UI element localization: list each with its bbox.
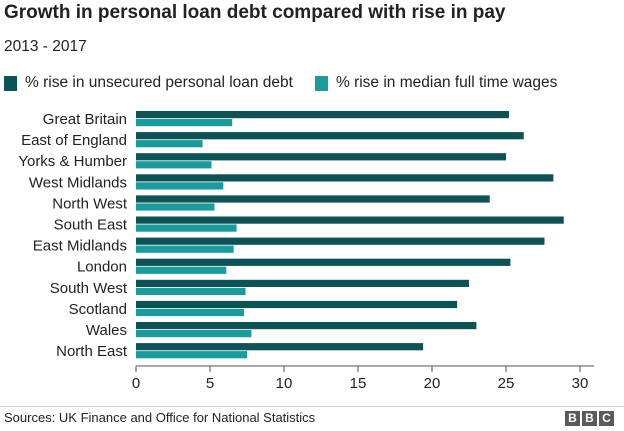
category-label: East Midlands: [33, 238, 127, 255]
bar-debt: [136, 217, 564, 224]
bar-wages: [136, 351, 247, 358]
legend: % rise in unsecured personal loan debt %…: [4, 74, 579, 92]
x-tick-label: 0: [132, 375, 140, 392]
legend-label-debt: % rise in unsecured personal loan debt: [25, 74, 293, 92]
bar-wages: [136, 182, 223, 189]
chart-title: Growth in personal loan debt compared wi…: [4, 2, 505, 24]
category-label: London: [77, 259, 127, 276]
bar-debt: [136, 195, 490, 202]
bar-debt: [136, 280, 469, 287]
category-label: South West: [50, 280, 128, 297]
bar-wages: [136, 161, 211, 168]
category-label: North West: [52, 195, 128, 212]
bar-debt: [136, 301, 457, 308]
legend-swatch-debt: [4, 76, 17, 91]
bar-debt: [136, 259, 510, 266]
category-label: Great Britain: [43, 111, 127, 128]
x-tick-label: 25: [498, 375, 515, 392]
category-label: South East: [54, 217, 128, 234]
x-tick-label: 20: [424, 375, 441, 392]
source-note: Sources: UK Finance and Office for Natio…: [4, 410, 315, 425]
footer-divider: [0, 406, 624, 407]
x-tick-label: 30: [572, 375, 589, 392]
chart-subtitle: 2013 - 2017: [4, 38, 87, 56]
legend-item-wages: % rise in median full time wages: [315, 74, 557, 92]
category-label: Wales: [86, 322, 127, 339]
bar-debt: [136, 153, 506, 160]
category-label: North East: [56, 343, 128, 360]
bar-debt: [136, 111, 509, 118]
bbc-logo: B B C: [563, 411, 614, 426]
logo-letter-b1: B: [565, 411, 580, 426]
bar-wages: [136, 203, 214, 210]
x-tick-label: 5: [206, 375, 214, 392]
legend-label-wages: % rise in median full time wages: [336, 74, 557, 92]
bar-wages: [136, 288, 246, 295]
bar-debt: [136, 132, 524, 139]
legend-item-debt: % rise in unsecured personal loan debt: [4, 74, 293, 92]
logo-letter-c: C: [599, 411, 614, 426]
bar-chart: Great Britain East of England Yorks & Humb…: [0, 100, 624, 395]
category-label: Scotland: [69, 301, 127, 318]
bar-wages: [136, 140, 203, 147]
bar-debt: [136, 238, 544, 245]
bar-debt: [136, 322, 476, 329]
bar-wages: [136, 309, 244, 316]
category-label: West Midlands: [29, 174, 127, 191]
bar-wages: [136, 246, 234, 253]
category-label: Yorks & Humber: [18, 153, 127, 170]
x-tick-label: 10: [276, 375, 293, 392]
x-tick-label: 15: [350, 375, 367, 392]
bar-debt: [136, 174, 553, 181]
bar-wages: [136, 225, 237, 232]
legend-swatch-wages: [315, 76, 328, 91]
bar-wages: [136, 267, 226, 274]
logo-letter-b2: B: [582, 411, 597, 426]
category-label: East of England: [21, 132, 127, 149]
bar-wages: [136, 330, 251, 337]
bar-wages: [136, 119, 232, 126]
bar-debt: [136, 343, 423, 350]
